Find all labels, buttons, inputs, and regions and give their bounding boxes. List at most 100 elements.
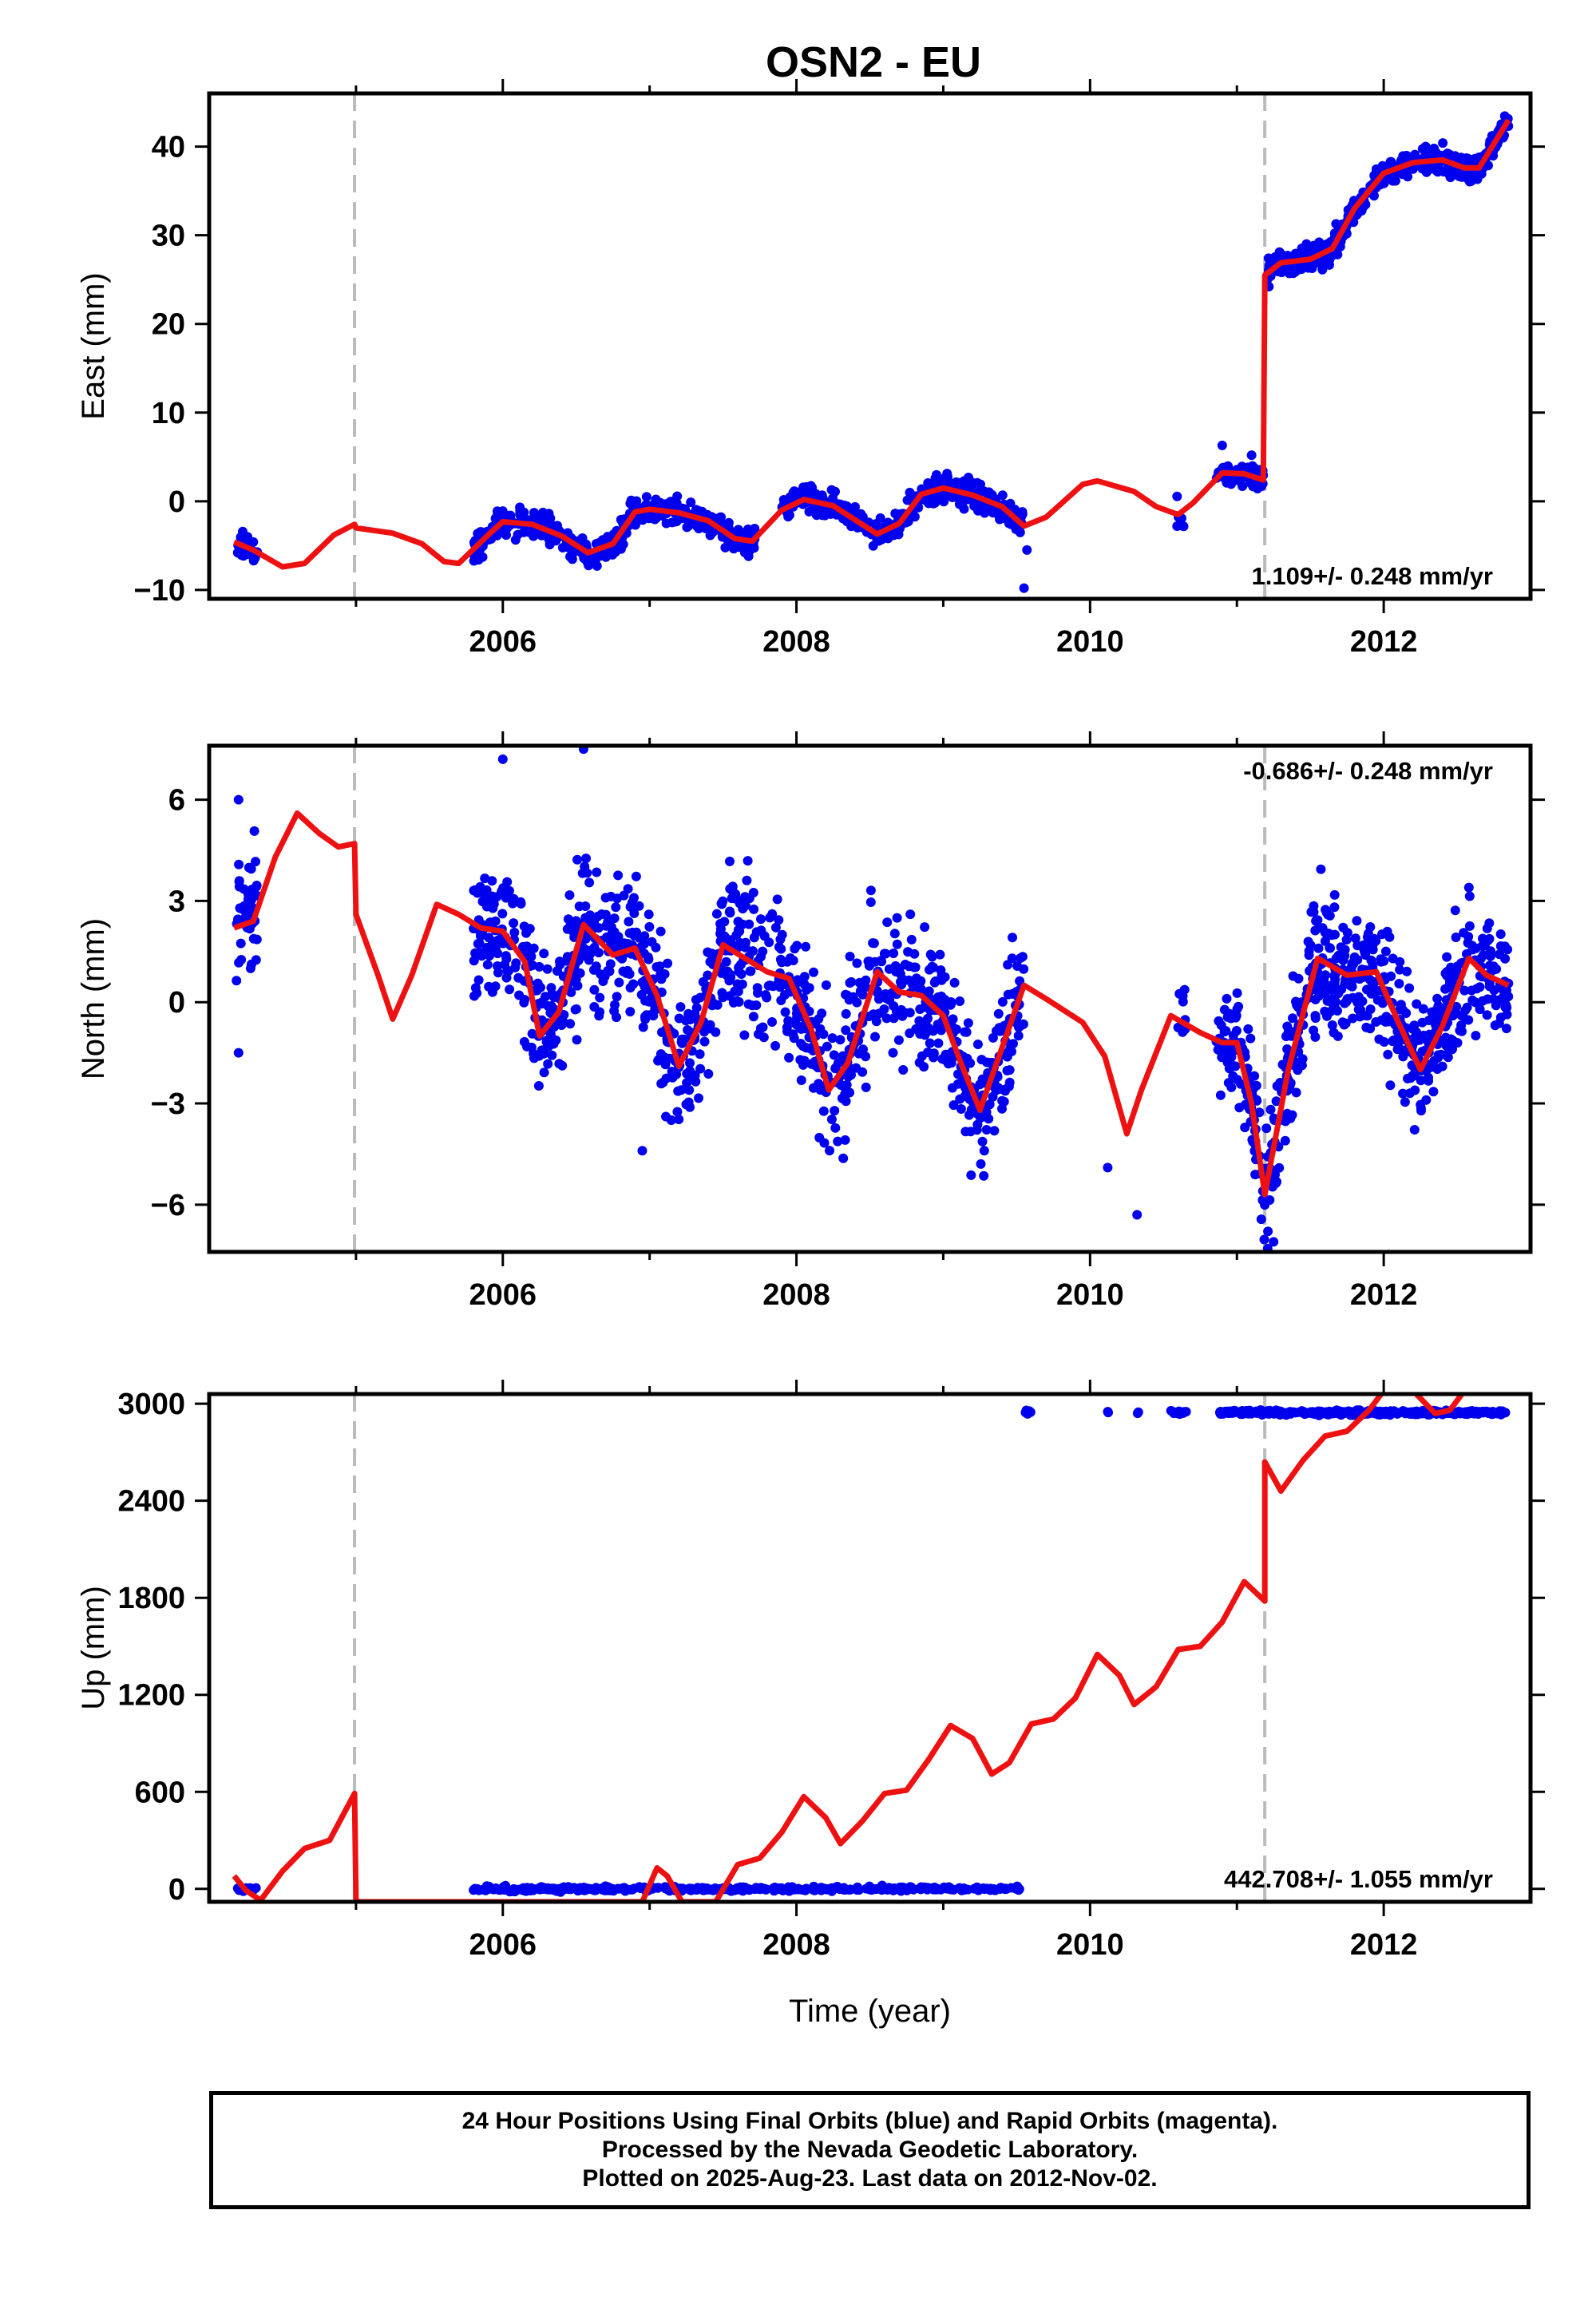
data-point	[997, 996, 1008, 1007]
data-point	[655, 926, 666, 937]
data-point	[237, 904, 248, 914]
data-point	[584, 877, 595, 888]
data-point	[1380, 946, 1391, 957]
data-point	[1103, 1408, 1113, 1418]
data-point	[827, 1033, 838, 1044]
y-tick-label: 0	[168, 1873, 185, 1907]
data-point	[873, 994, 884, 1004]
data-point	[675, 1002, 686, 1012]
data-point	[1451, 1407, 1462, 1417]
data-point	[892, 913, 902, 923]
data-point	[881, 1013, 892, 1024]
data-point	[892, 939, 902, 949]
data-point	[501, 951, 511, 961]
y-axis-label: East (mm)	[76, 272, 111, 419]
data-point	[1293, 973, 1304, 984]
data-point	[948, 1100, 959, 1111]
data-point	[534, 1051, 545, 1061]
data-point	[571, 974, 581, 984]
data-point	[1226, 1013, 1236, 1024]
data-point	[1327, 994, 1337, 1004]
data-point	[734, 542, 744, 553]
data-point	[546, 1001, 556, 1011]
north-panel: 2006 2008 2010 2012 −6 −3 0 3 6 North (mm) -0.686+…	[76, 731, 1545, 1312]
data-point	[679, 1034, 689, 1044]
data-point	[473, 975, 484, 985]
data-point	[557, 543, 568, 553]
data-point	[691, 1076, 701, 1087]
data-point	[894, 964, 905, 974]
data-point	[777, 929, 787, 940]
data-point	[841, 1008, 851, 1019]
data-point	[1259, 1234, 1269, 1245]
data-point	[1357, 996, 1368, 1007]
data-point	[497, 754, 508, 764]
data-point	[882, 917, 893, 928]
data-point	[923, 496, 933, 506]
data-point	[1352, 916, 1362, 926]
data-point	[780, 1007, 790, 1017]
data-point	[1398, 1088, 1408, 1099]
data-point	[1325, 943, 1335, 953]
x-tick-label: 2006	[469, 625, 537, 659]
data-point	[840, 1135, 850, 1145]
data-point	[1416, 1075, 1426, 1086]
data-point	[236, 550, 247, 560]
data-point	[814, 1014, 824, 1024]
data-point	[1424, 1072, 1433, 1083]
data-point	[244, 889, 253, 900]
data-point	[852, 997, 862, 1008]
data-point	[686, 1883, 696, 1894]
data-point	[1243, 1024, 1253, 1034]
data-point	[826, 1115, 837, 1124]
data-point	[492, 530, 502, 541]
data-point	[1215, 1090, 1226, 1100]
data-point	[1503, 945, 1513, 955]
data-point	[776, 996, 786, 1005]
data-point	[1482, 923, 1492, 933]
data-point	[1334, 1407, 1345, 1417]
data-point	[570, 1004, 580, 1015]
data-point	[522, 1041, 532, 1052]
data-point	[924, 986, 934, 996]
data-point	[830, 1123, 841, 1133]
y-tick-label: 0	[168, 485, 185, 519]
data-point	[518, 1883, 529, 1893]
data-point	[1359, 945, 1369, 955]
footer-line-1: 24 Hour Positions Using Final Orbits (bl…	[461, 2108, 1278, 2134]
data-point	[1452, 1038, 1463, 1048]
data-point	[1316, 864, 1326, 874]
data-point	[719, 917, 730, 927]
data-point	[592, 911, 603, 921]
data-point	[923, 1048, 933, 1057]
data-point	[1265, 1104, 1276, 1115]
x-tick-label: 2010	[1056, 625, 1124, 659]
data-point	[593, 948, 604, 958]
data-point	[487, 876, 497, 886]
data-point	[637, 933, 648, 944]
data-point	[628, 979, 639, 989]
data-point	[905, 909, 916, 920]
data-point	[1393, 1042, 1404, 1052]
data-point	[691, 1003, 702, 1013]
data-point	[1291, 996, 1301, 1007]
data-point	[875, 1883, 885, 1894]
data-point	[1438, 138, 1448, 149]
data-point	[738, 1882, 748, 1892]
data-point	[233, 914, 243, 925]
data-point	[1372, 995, 1383, 1005]
data-point	[1416, 1103, 1426, 1114]
data-point	[770, 1882, 780, 1892]
data-point	[1482, 1010, 1492, 1020]
data-point	[776, 944, 786, 954]
data-point	[728, 997, 739, 1008]
data-points	[232, 111, 1514, 593]
data-point	[560, 1883, 571, 1893]
data-point	[1340, 998, 1350, 1008]
data-point	[629, 931, 640, 941]
data-point	[638, 1022, 648, 1032]
data-point	[563, 914, 573, 925]
data-point	[625, 901, 636, 912]
data-point	[997, 490, 1008, 501]
data-point	[685, 1058, 695, 1068]
